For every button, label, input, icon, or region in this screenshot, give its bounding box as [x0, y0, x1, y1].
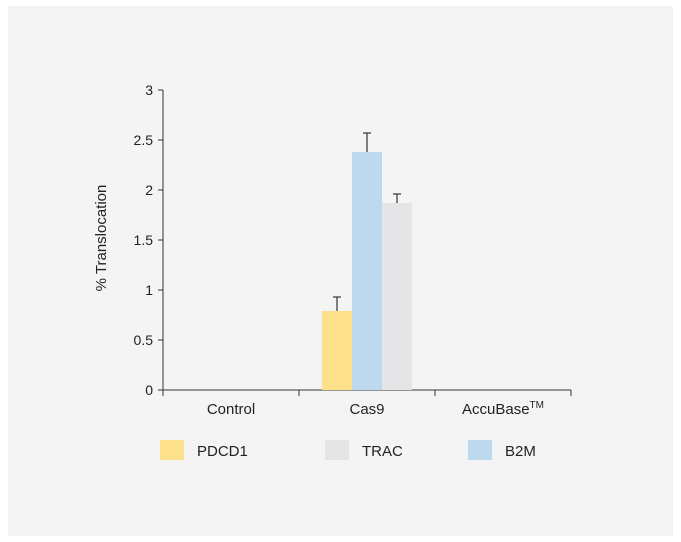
trademark-superscript: TM	[530, 400, 544, 411]
y-tick-label: 2	[145, 182, 153, 198]
legend-swatch-trac	[325, 440, 349, 460]
bar-chart: 0 0.5 1 1.5 2 2.5 3 Control Cas9 AccuBaseTM % Tr…	[93, 82, 572, 460]
y-tick-label: 3	[145, 82, 153, 98]
category-label: Control	[207, 401, 255, 418]
figure-panel: 0 0.5 1 1.5 2 2.5 3 Control Cas9 AccuBaseTM % Tr…	[8, 6, 673, 536]
legend-label-trac: TRAC	[362, 443, 403, 460]
y-tick-label: 0.5	[134, 332, 154, 348]
category-label: Cas9	[349, 401, 384, 418]
bar-pdcd1-cas9	[322, 311, 352, 390]
error-bars	[333, 132, 401, 311]
axes: 0 0.5 1 1.5 2 2.5 3	[134, 82, 572, 398]
category-label: AccuBaseTM	[462, 400, 544, 418]
legend-label-b2m: B2M	[505, 443, 536, 460]
y-tick-label: 1.5	[134, 232, 154, 248]
y-tick-label: 1	[145, 282, 153, 298]
y-axis-label: % Translocation	[93, 185, 110, 292]
bar-trac-cas9	[382, 203, 412, 390]
category-labels: Control Cas9 AccuBaseTM	[207, 400, 544, 418]
legend-label-pdcd1: PDCD1	[197, 443, 248, 460]
bars	[322, 152, 412, 390]
y-tick-label: 0	[145, 382, 153, 398]
legend: PDCD1 TRAC B2M	[160, 440, 536, 460]
legend-swatch-b2m	[468, 440, 492, 460]
y-tick-label: 2.5	[134, 132, 154, 148]
legend-swatch-pdcd1	[160, 440, 184, 460]
bar-b2m-cas9	[352, 152, 382, 390]
